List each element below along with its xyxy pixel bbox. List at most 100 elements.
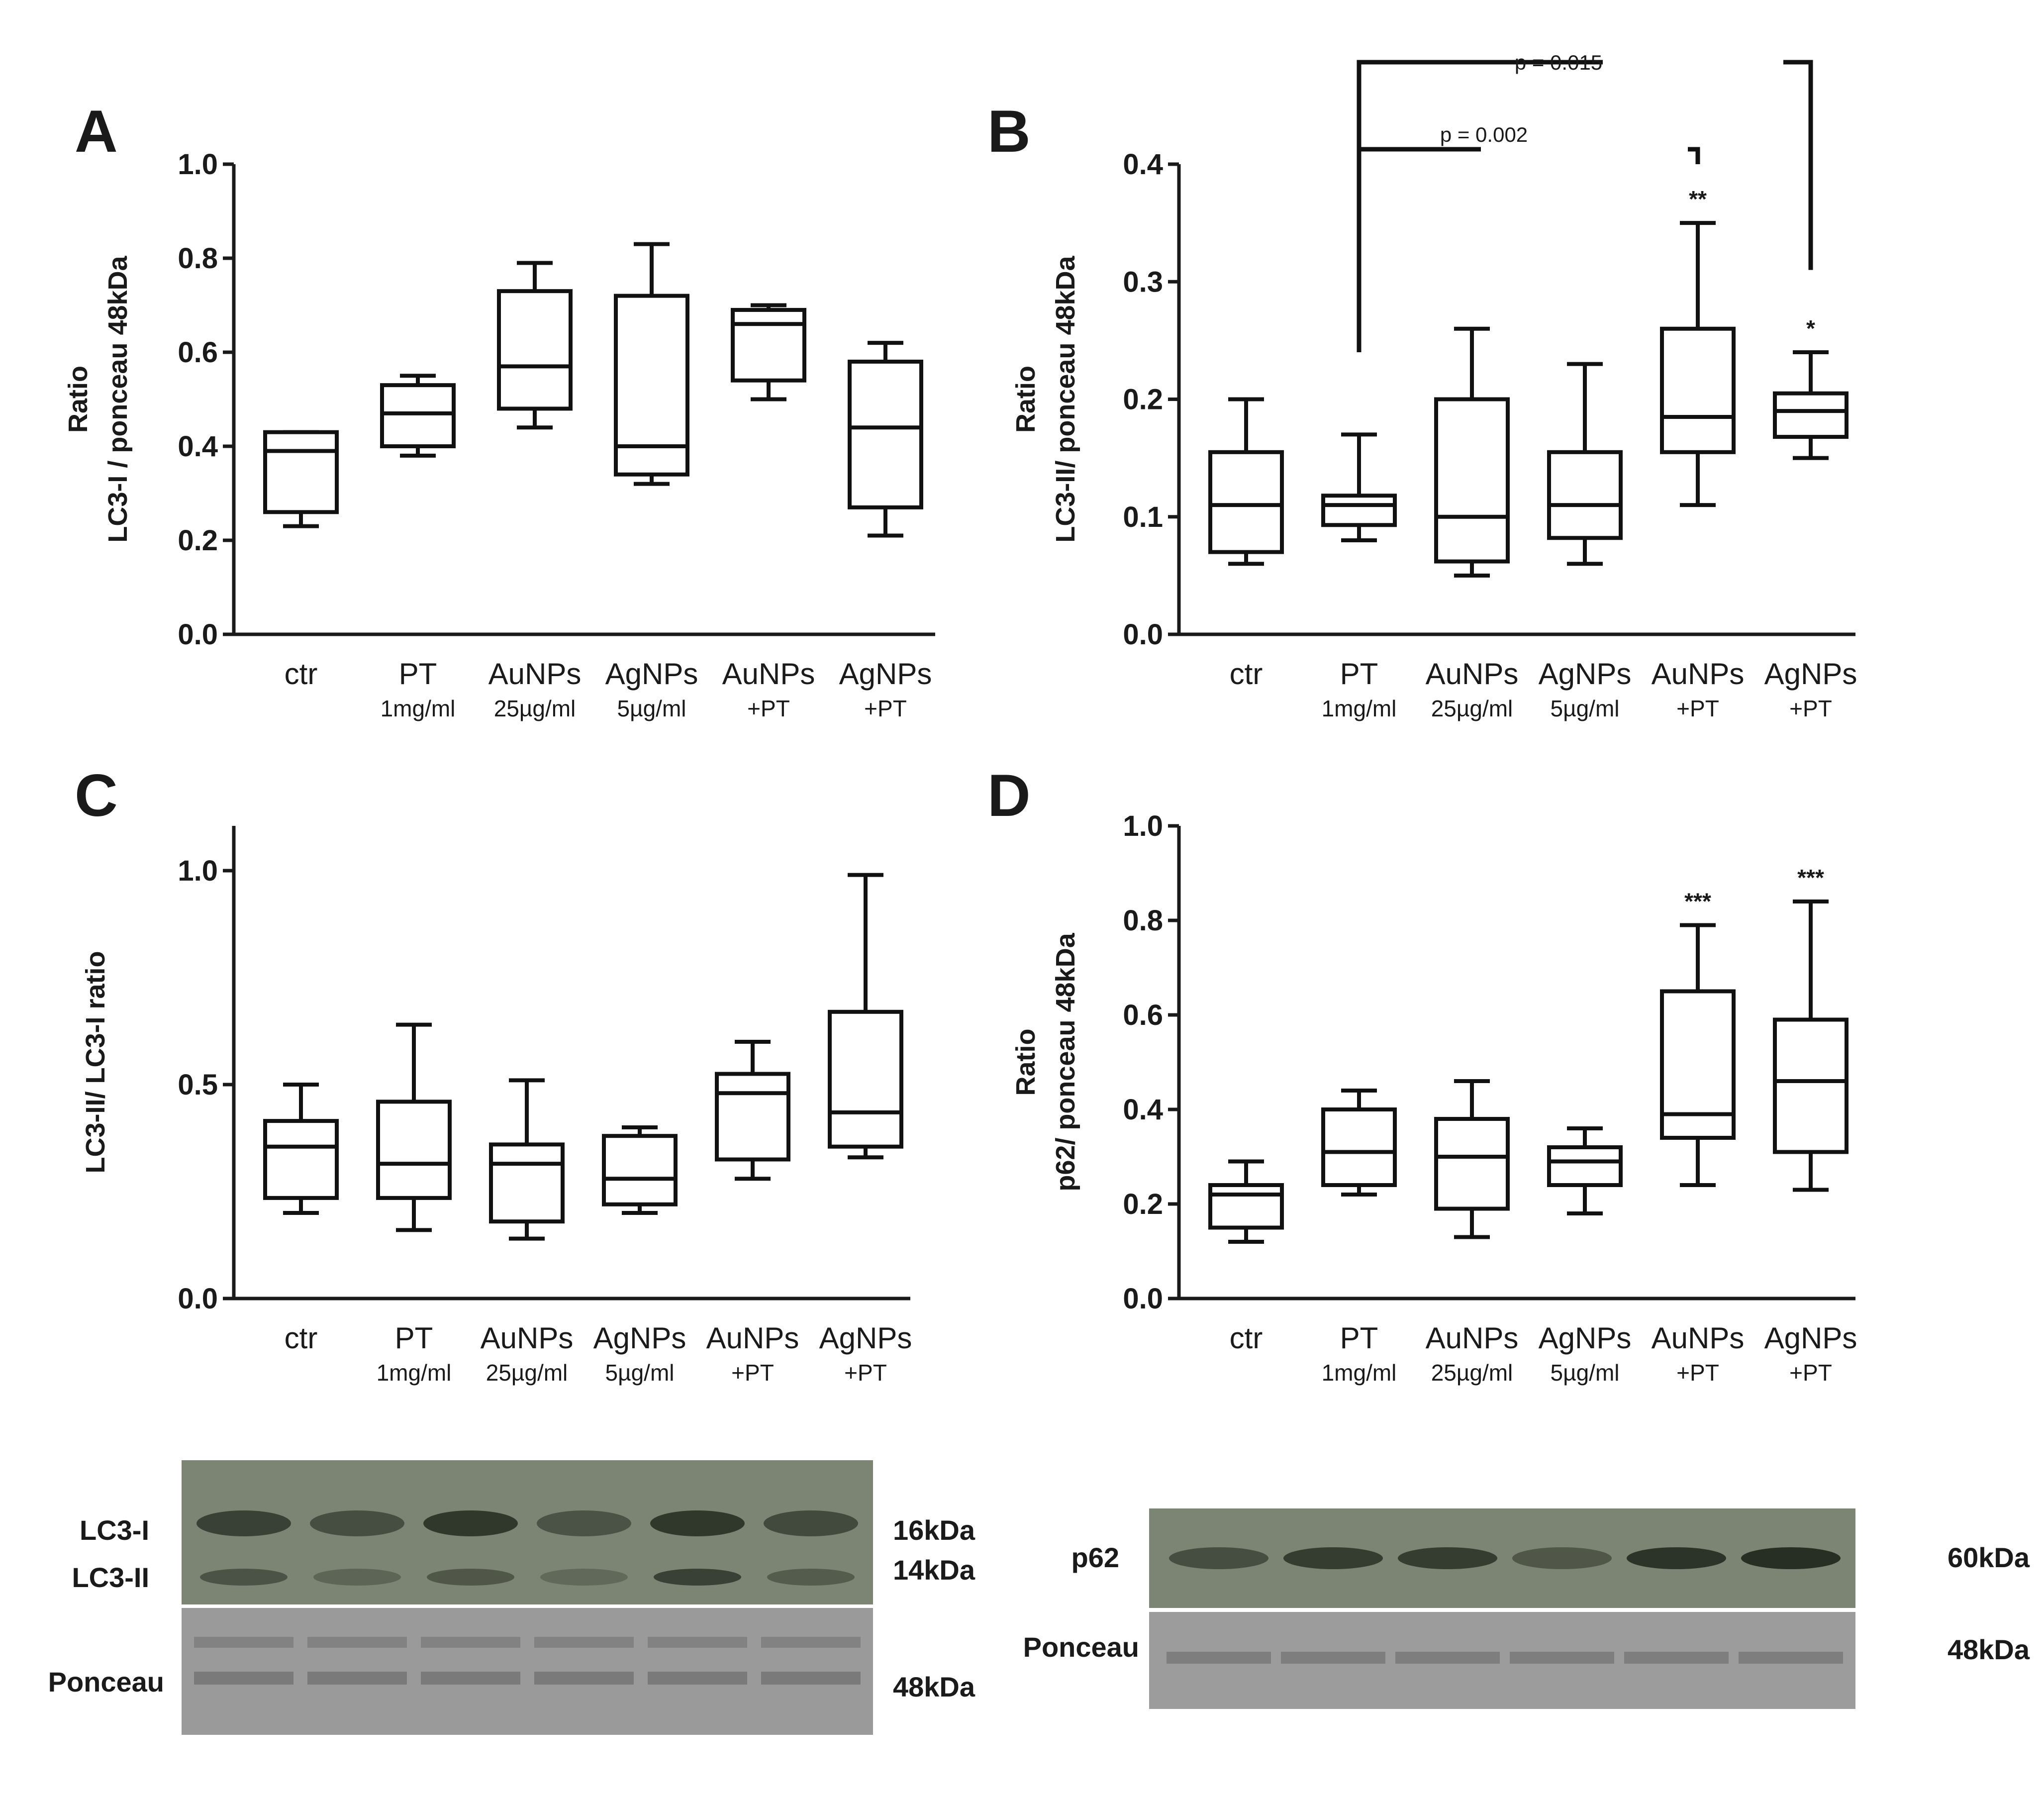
x-category-label: AuNPs <box>488 657 582 691</box>
x-category-sublabel: +PT <box>1676 696 1719 721</box>
band-lc3-i <box>423 1510 518 1536</box>
x-category-label: AuNPs <box>722 657 815 691</box>
box-plot-5 <box>1773 350 1849 460</box>
iqr-box <box>1434 397 1510 564</box>
box-plot-3 <box>614 242 689 486</box>
iqr-box <box>1660 326 1736 454</box>
p-value-label: p = 0.015 <box>1515 51 1602 74</box>
ponceau-band <box>1739 1652 1843 1664</box>
box-plot-1 <box>376 1022 452 1232</box>
iqr-box <box>263 430 339 514</box>
y-axis-label: LC3-I / ponceau 48kDa <box>103 255 133 542</box>
ponceau-band <box>534 1672 634 1685</box>
y-tick-label: 0.4 <box>178 430 218 463</box>
band-p62 <box>1283 1547 1383 1569</box>
box-plot-0 <box>1208 1159 1284 1244</box>
blot-label-ponceau: Ponceau <box>1023 1631 1139 1663</box>
chart-panel-b: B 0.0 0.1 0.2 0.3 0.4 Ratio LC3-II/ ponceau 48k… <box>987 51 1857 721</box>
y-axis-label-line1: Ratio <box>63 366 93 433</box>
ponceau-band <box>421 1672 520 1685</box>
iqr-box <box>380 383 456 449</box>
y-tick-label: 0.6 <box>178 336 218 369</box>
iqr-box <box>376 1100 452 1200</box>
x-category-label: PT <box>1340 1321 1378 1355</box>
bracket-p002-right <box>1688 147 1700 164</box>
x-category-label: AgNPs <box>1539 657 1632 691</box>
box-plot-2 <box>497 261 573 430</box>
band-p62 <box>1741 1547 1841 1569</box>
y-tick-label: 0.6 <box>1123 999 1163 1031</box>
x-category-label: AgNPs <box>593 1321 686 1355</box>
band-lc3-i <box>196 1510 291 1536</box>
x-category-label: AuNPs <box>706 1321 799 1355</box>
ponceau-band <box>307 1637 407 1648</box>
iqr-box <box>731 307 806 383</box>
y-tick-label: 0.4 <box>1123 1094 1163 1126</box>
y-tick-label: 1.0 <box>178 148 218 181</box>
y-tick-label: 0.3 <box>1123 266 1163 298</box>
box-plot-5 <box>828 873 903 1160</box>
band-p62 <box>1398 1547 1497 1569</box>
blot-size-48kda: 48kDa <box>893 1671 975 1702</box>
box-plot-3 <box>1547 362 1623 566</box>
band-lc3-i <box>764 1510 858 1536</box>
iqr-box <box>1434 1117 1510 1211</box>
blot-ponceau-left <box>182 1608 873 1735</box>
x-category-sublabel: 5µg/ml <box>1551 696 1620 721</box>
y-axis-label-line1: Ratio <box>1011 1029 1041 1096</box>
y-tick-label: 0.1 <box>1123 501 1163 533</box>
iqr-box <box>489 1142 565 1224</box>
x-category-sublabel: +PT <box>1789 1360 1832 1386</box>
y-tick-label: 0.8 <box>1123 904 1163 937</box>
ponceau-band <box>761 1637 861 1648</box>
iqr-box <box>1547 1145 1623 1187</box>
ponceau-band <box>194 1672 293 1685</box>
y-tick-label: 0.4 <box>1123 148 1163 181</box>
ponceau-band <box>1281 1652 1385 1664</box>
x-category-label: PT <box>395 1321 433 1355</box>
x-category-label: ctr <box>285 657 318 691</box>
band-lc3-ii <box>654 1569 741 1586</box>
ponceau-band <box>421 1637 520 1648</box>
band-lc3-ii <box>767 1569 855 1586</box>
x-category-label: AgNPs <box>819 1321 912 1355</box>
x-category-sublabel: 1mg/ml <box>1322 1360 1397 1386</box>
y-axis-label: p62/ ponceau 48kDa <box>1051 932 1080 1191</box>
x-category-sublabel: +PT <box>1676 1360 1719 1386</box>
box-plot-5 <box>848 341 923 538</box>
box-plot-2 <box>1434 326 1510 578</box>
y-tick-label: 0.0 <box>1123 618 1163 651</box>
band-p62 <box>1512 1547 1612 1569</box>
blot-size-48kda: 48kDa <box>1947 1634 2030 1665</box>
band-lc3-ii <box>313 1569 401 1586</box>
blot-membrane-lc3 <box>182 1460 873 1604</box>
y-axis-label: LC3-II/ ponceau 48kDa <box>1051 255 1080 542</box>
significance-marker: * <box>1806 315 1815 341</box>
box-plot-4 <box>1660 221 1736 507</box>
iqr-box <box>1208 450 1284 554</box>
x-category-sublabel: 25µg/ml <box>494 696 576 721</box>
panel-letter: A <box>75 98 118 165</box>
iqr-box <box>1773 391 1849 439</box>
significance-marker: ** <box>1689 186 1707 212</box>
y-tick-label: 0.0 <box>1123 1283 1163 1315</box>
ponceau-band <box>1167 1652 1271 1664</box>
iqr-box <box>497 289 573 411</box>
x-category-sublabel: 25µg/ml <box>1431 1360 1513 1386</box>
band-lc3-ii <box>427 1569 514 1586</box>
x-category-label: ctr <box>1230 1321 1263 1355</box>
ponceau-band <box>1624 1652 1729 1664</box>
box-plot-3 <box>1547 1126 1623 1215</box>
y-tick-label: 0.5 <box>178 1069 218 1101</box>
x-category-sublabel: 25µg/ml <box>486 1360 568 1386</box>
box-plot-2 <box>1434 1079 1510 1239</box>
x-category-label: AuNPs <box>1426 657 1519 691</box>
iqr-box <box>1321 494 1397 527</box>
x-category-sublabel: +PT <box>731 1360 774 1386</box>
y-tick-label: 0.0 <box>178 618 218 651</box>
blot-size-60kda: 60kDa <box>1947 1542 2030 1573</box>
box-plot-0 <box>263 1083 339 1215</box>
iqr-box <box>263 1119 339 1200</box>
y-tick-label: 1.0 <box>1123 810 1163 842</box>
